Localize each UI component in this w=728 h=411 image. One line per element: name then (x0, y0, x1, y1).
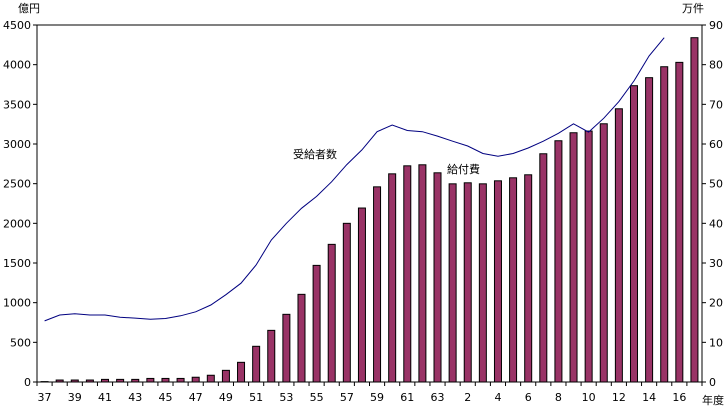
left-tick-label: 2500 (3, 178, 31, 191)
x-tick-label: 51 (249, 391, 263, 404)
right-tick-label: 80 (709, 59, 723, 72)
right-tick-label: 90 (709, 19, 723, 32)
x-tick-label: 10 (582, 391, 596, 404)
x-tick-label: 43 (128, 391, 142, 404)
x-tick-label: 59 (370, 391, 384, 404)
x-tick-label: 16 (672, 391, 686, 404)
right-tick-label: 60 (709, 138, 723, 151)
bar-63 (434, 173, 441, 382)
right-tick-label: 10 (709, 336, 723, 349)
x-axis-label: 年度 (702, 393, 724, 407)
bar-7 (540, 154, 547, 382)
bar-series-label: 給付費 (447, 162, 480, 176)
x-tick-label: 2 (464, 391, 471, 404)
bar-15 (661, 67, 668, 382)
bar-61 (404, 166, 411, 382)
x-tick-label: 57 (340, 391, 354, 404)
x-tick-label: 37 (38, 391, 52, 404)
left-tick-label: 4500 (3, 19, 31, 32)
bar-9 (570, 133, 577, 382)
left-tick-label: 3500 (3, 98, 31, 111)
bar-51 (253, 346, 260, 382)
x-tick-label: 6 (525, 391, 532, 404)
x-tick-label: 14 (642, 391, 656, 404)
left-tick-label: 1500 (3, 257, 31, 270)
bar-57 (343, 223, 350, 382)
left-axis-unit: 億円 (18, 2, 40, 15)
bar-45 (162, 378, 169, 382)
bar-14 (646, 78, 653, 382)
left-tick-label: 500 (10, 336, 31, 349)
bar-47 (192, 377, 199, 382)
bar-46 (177, 378, 184, 382)
left-tick-label: 4000 (3, 59, 31, 72)
bar-60 (389, 174, 396, 382)
x-tick-label: 61 (400, 391, 414, 404)
x-tick-label: 4 (494, 391, 501, 404)
left-tick-label: 1000 (3, 297, 31, 310)
bar-8 (555, 141, 562, 382)
bar-56 (328, 244, 335, 382)
bar-2 (464, 183, 471, 382)
bar-52 (268, 330, 275, 382)
x-tick-label: 45 (158, 391, 172, 404)
right-tick-label: 70 (709, 98, 723, 111)
bar-11 (600, 124, 607, 382)
x-tick-label: 41 (98, 391, 112, 404)
bar-10 (585, 131, 592, 382)
bar-5 (510, 178, 517, 382)
bar-17 (691, 38, 698, 382)
bar-16 (676, 62, 683, 382)
x-tick-label: 63 (431, 391, 445, 404)
right-axis-unit: 万件 (682, 2, 704, 15)
bar-13 (630, 86, 637, 382)
bar-50 (238, 362, 245, 382)
bar-49 (222, 370, 229, 382)
right-tick-label: 40 (709, 217, 723, 230)
right-tick-label: 50 (709, 178, 723, 191)
x-tick-label: 47 (189, 391, 203, 404)
right-tick-label: 0 (709, 376, 716, 389)
line-series-label: 受給者数 (293, 147, 337, 161)
bar-59 (374, 187, 381, 382)
bar-6 (525, 175, 532, 382)
x-tick-label: 12 (612, 391, 626, 404)
bar-54 (298, 294, 305, 382)
x-tick-label: 49 (219, 391, 233, 404)
bar-3 (479, 184, 486, 382)
bar-53 (283, 314, 290, 382)
left-tick-label: 2000 (3, 217, 31, 230)
bar-元 (449, 184, 456, 382)
left-tick-label: 3000 (3, 138, 31, 151)
bar-58 (358, 208, 365, 382)
bar-44 (147, 378, 154, 382)
x-tick-label: 39 (68, 391, 82, 404)
left-tick-label: 0 (24, 376, 31, 389)
bar-48 (207, 375, 214, 382)
x-tick-label: 8 (555, 391, 562, 404)
right-tick-label: 30 (709, 257, 723, 270)
bar-12 (615, 109, 622, 382)
bar-62 (419, 165, 426, 382)
bar-4 (494, 181, 501, 382)
x-tick-label: 55 (310, 391, 324, 404)
x-tick-label: 53 (279, 391, 293, 404)
bar-55 (313, 265, 320, 382)
right-tick-label: 20 (709, 297, 723, 310)
